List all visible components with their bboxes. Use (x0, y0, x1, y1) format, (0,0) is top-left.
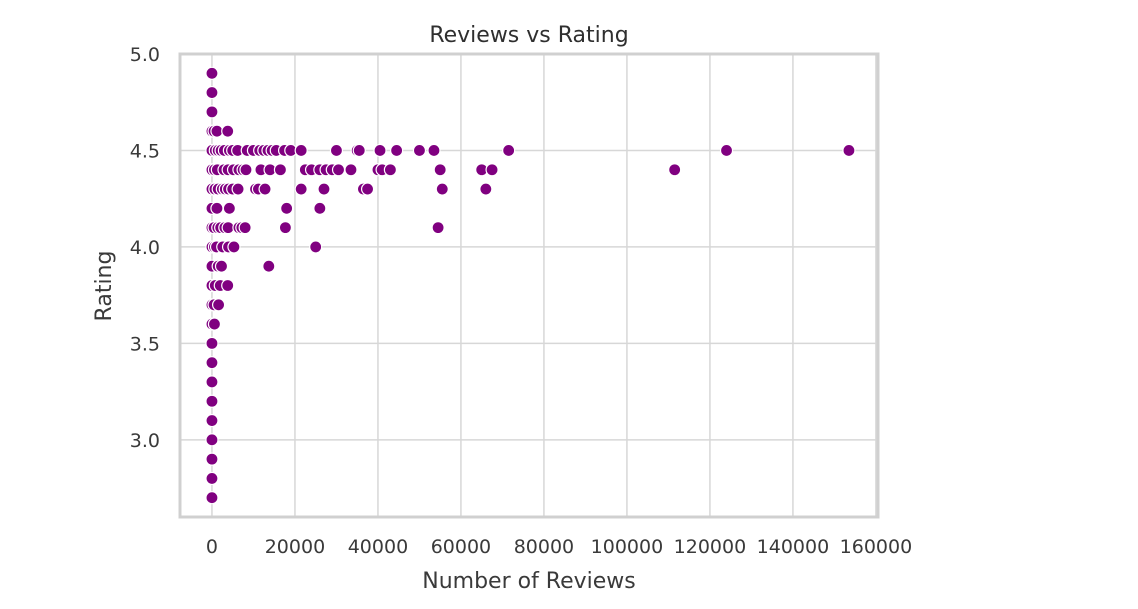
data-point (205, 413, 219, 428)
data-point (262, 259, 276, 273)
x-tick-label: 120000 (674, 536, 747, 558)
data-point (205, 375, 219, 389)
data-point (485, 163, 499, 177)
data-point (221, 278, 235, 293)
data-point (280, 201, 294, 215)
y-axis-label: Rating (92, 251, 117, 322)
data-point (222, 201, 236, 215)
data-point (258, 182, 272, 196)
data-point (435, 182, 449, 196)
plot-background (180, 54, 878, 517)
data-point (214, 259, 229, 273)
x-tick-labels: 0 20000 40000 60000 80000 100000 120000 140000 1… (206, 536, 912, 558)
data-point (294, 182, 308, 196)
data-point (211, 298, 226, 312)
x-tick-label: 140000 (757, 536, 830, 558)
data-point (273, 163, 288, 177)
data-point (433, 163, 447, 177)
data-point (227, 240, 241, 254)
data-point (842, 143, 856, 158)
data-point (317, 182, 331, 196)
data-point (390, 143, 404, 158)
data-point (329, 143, 344, 158)
data-point (205, 471, 219, 486)
x-tick-label: 100000 (591, 536, 664, 558)
data-point (412, 143, 427, 158)
y-tick-label: 3.0 (130, 430, 160, 452)
data-point (205, 452, 219, 466)
data-point (239, 163, 253, 177)
data-point (207, 317, 222, 331)
data-point (278, 221, 293, 235)
data-point (205, 491, 219, 505)
data-point (373, 143, 387, 158)
data-point (502, 143, 516, 158)
data-point (383, 163, 397, 177)
x-axis-label: Number of Reviews (422, 569, 636, 594)
data-point (221, 124, 235, 138)
y-tick-label: 4.0 (130, 237, 160, 259)
x-tick-label: 40000 (348, 536, 408, 558)
data-point (205, 356, 219, 370)
data-point (205, 105, 219, 119)
data-point (344, 163, 358, 177)
data-point (205, 336, 219, 350)
y-tick-label: 3.5 (130, 333, 160, 355)
data-point (205, 433, 219, 447)
x-tick-label: 160000 (840, 536, 913, 558)
data-point (719, 143, 734, 158)
chart-title: Reviews vs Rating (429, 23, 628, 48)
data-point (668, 163, 682, 177)
data-point (352, 143, 366, 158)
x-tick-label: 60000 (431, 536, 491, 558)
data-point (205, 394, 219, 408)
x-tick-label: 80000 (514, 536, 574, 558)
data-point (360, 182, 375, 196)
plot-frame (178, 52, 880, 519)
data-points (205, 66, 856, 505)
data-point (238, 221, 252, 235)
data-point (313, 201, 327, 215)
y-tick-label: 4.5 (130, 140, 160, 162)
y-tick-labels: 3.0 3.5 4.0 4.5 5.0 (130, 44, 160, 452)
data-point (205, 85, 219, 100)
x-tick-label: 0 (206, 536, 218, 558)
data-point (479, 182, 493, 196)
data-point (294, 143, 308, 158)
data-point (309, 240, 323, 254)
x-tick-label: 20000 (265, 536, 325, 558)
data-point (431, 221, 445, 235)
data-point (331, 163, 346, 177)
y-tick-label: 5.0 (130, 44, 160, 66)
data-point (231, 182, 245, 196)
data-point (210, 201, 224, 215)
data-point (205, 66, 219, 80)
data-point (427, 143, 441, 158)
